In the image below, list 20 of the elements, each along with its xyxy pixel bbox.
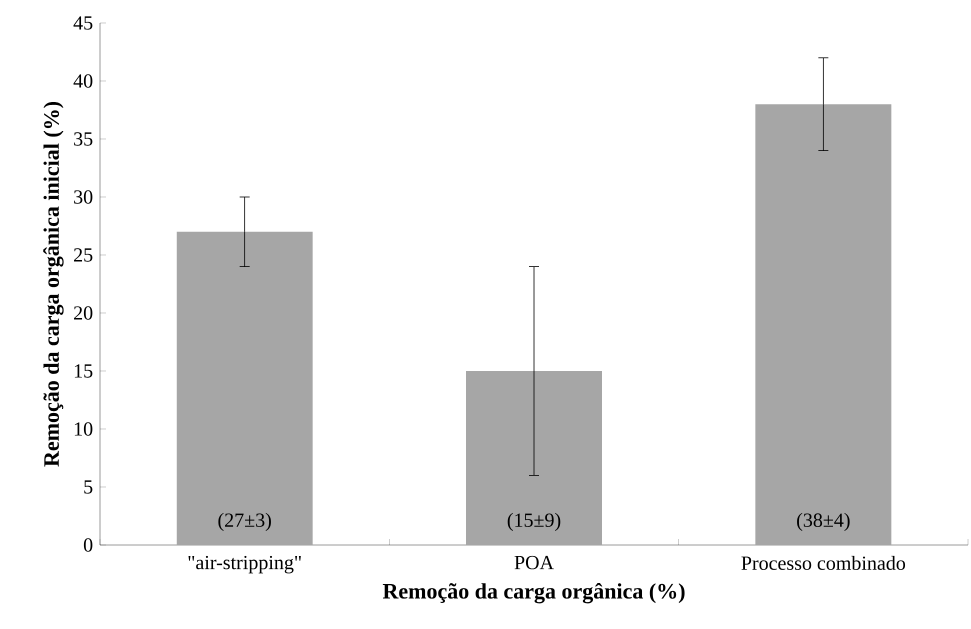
y-tick-label: 25 <box>74 248 92 262</box>
y-tick-label: 20 <box>74 306 92 320</box>
y-tick-label: 0 <box>84 538 92 552</box>
data-label: (27±3) <box>218 512 271 531</box>
x-tick-label: POA <box>514 556 554 570</box>
data-label: (38±4) <box>797 512 850 531</box>
bar <box>176 232 313 545</box>
x-tick-label: Processo combinado <box>741 556 906 570</box>
y-tick-label: 45 <box>74 16 92 30</box>
y-tick-label: 5 <box>84 480 92 494</box>
x-axis-title: Remoção da carga orgânica (%) <box>382 582 685 604</box>
x-tick-label: "air-stripping" <box>188 556 301 574</box>
y-tick-label: 10 <box>74 422 92 436</box>
y-tick-label: 15 <box>74 364 92 378</box>
y-tick-label: 30 <box>74 190 92 204</box>
bar <box>755 104 892 545</box>
y-tick-label: 35 <box>74 132 92 146</box>
data-label: (15±9) <box>508 512 560 531</box>
y-axis-title: Remoção da carga orgânica inicial (%) <box>43 102 64 467</box>
y-tick-label: 40 <box>74 74 92 88</box>
